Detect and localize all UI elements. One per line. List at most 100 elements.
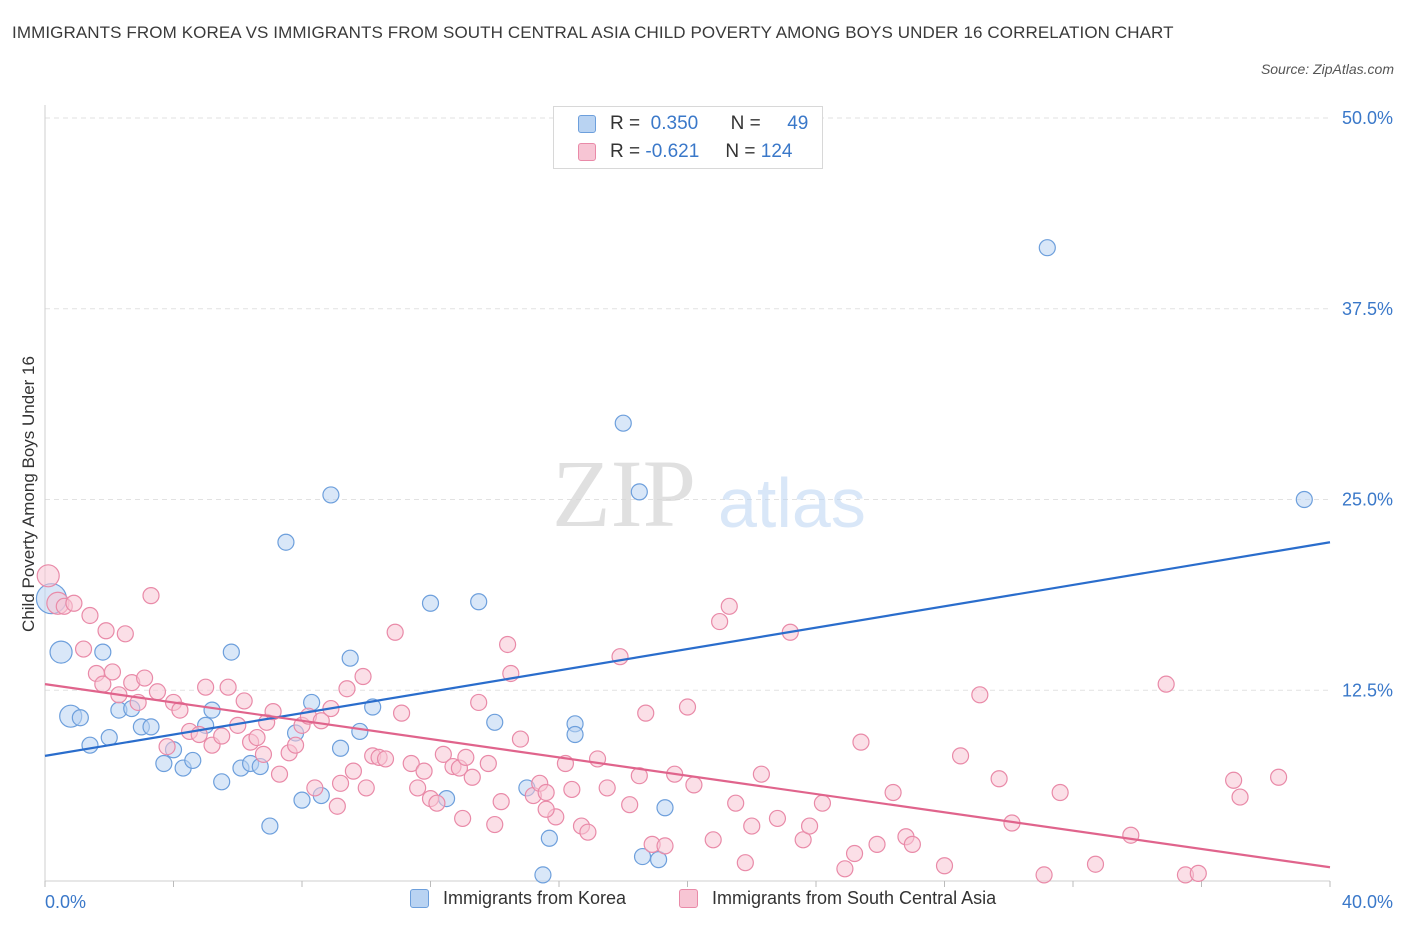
grid-lines [45, 117, 1330, 691]
korea-point [81, 736, 99, 754]
south-central-asia-point [598, 779, 616, 797]
south-central-asia-point [492, 793, 510, 811]
korea-point [633, 847, 652, 866]
korea-point [649, 851, 668, 869]
south-central-asia-point [720, 597, 738, 615]
legend-r-value: -0.621 [645, 141, 700, 162]
axes [44, 105, 1331, 887]
south-central-asia-point [845, 844, 864, 863]
south-central-asia-point [1051, 783, 1069, 802]
south-central-asia-point [97, 622, 115, 640]
south-central-asia-point [685, 776, 703, 794]
south-central-asia-point [148, 683, 167, 701]
south-central-asia-point [428, 794, 446, 812]
korea-point [614, 414, 632, 432]
korea-point [49, 640, 73, 664]
south-central-asia-point [344, 762, 362, 780]
south-central-asia-point [1269, 768, 1288, 786]
south-central-asia-point [415, 762, 433, 780]
south-central-asia-point [142, 587, 160, 605]
y-tick-label: 50.0% [1342, 108, 1393, 128]
legend-label-korea: Immigrants from Korea [443, 888, 627, 908]
data-points [35, 239, 1313, 884]
south-central-asia-point [884, 783, 902, 802]
korea-point [351, 722, 369, 741]
x-tick-label: 0.0% [45, 892, 86, 912]
south-central-asia-point [579, 823, 597, 841]
south-central-asia-point [800, 817, 819, 835]
south-central-asia-point [1231, 788, 1249, 806]
south-central-asia-point [935, 857, 954, 875]
south-central-asia-point [386, 623, 404, 641]
south-central-asia-point [852, 733, 870, 751]
chart-title: IMMIGRANTS FROM KOREA VS IMMIGRANTS FROM… [12, 23, 1174, 42]
korea-point [656, 799, 674, 817]
watermark-zip: ZIP [552, 440, 696, 547]
korea-point [566, 725, 584, 744]
south-central-asia-point [65, 594, 83, 612]
south-central-asia-point [743, 817, 761, 835]
south-central-asia-point [357, 779, 375, 797]
korea-point [261, 817, 279, 835]
legend-n-label: N = [725, 141, 756, 162]
y-axis-label: Child Poverty Among Boys Under 16 [19, 356, 38, 632]
south-central-asia-point [457, 748, 475, 766]
south-central-asia-point [331, 774, 350, 792]
legend-n-value: 49 [787, 113, 809, 134]
legend-row-south-central-asia: R = -0.621 N = 124 [578, 139, 792, 165]
korea-point [213, 773, 231, 791]
south-central-asia-point [768, 809, 787, 828]
korea-point [94, 643, 112, 661]
south-central-asia-point [270, 765, 289, 783]
korea-point [470, 593, 488, 611]
south-central-asia-point [1122, 826, 1140, 844]
korea-point [142, 718, 160, 736]
legend-n-value: 124 [760, 141, 793, 162]
south-central-asia-point [951, 747, 970, 765]
south-central-asia-point [621, 796, 639, 814]
south-central-asia-point [116, 625, 134, 643]
south-central-asia-point [81, 606, 99, 625]
south-central-asia-point [486, 815, 504, 834]
south-central-asia-point [794, 831, 812, 849]
south-central-asia-point [328, 797, 346, 815]
south-central-asia-point [409, 779, 427, 797]
korea-point [184, 751, 202, 770]
korea-point [331, 739, 350, 757]
legend-swatch-pink [679, 889, 698, 908]
y-tick-label: 37.5% [1342, 299, 1393, 319]
legend-item-korea[interactable]: Immigrants from Korea [410, 888, 626, 909]
south-central-asia-point [354, 667, 372, 686]
south-central-asia-point [338, 680, 356, 698]
legend-r-label: R = [610, 113, 641, 134]
south-central-asia-point [637, 704, 655, 722]
south-central-asia-point [463, 768, 481, 786]
korea-point [341, 649, 359, 667]
korea-point [71, 709, 89, 727]
south-central-asia-point [1035, 866, 1053, 884]
south-central-asia-point [499, 635, 517, 654]
south-central-asia-point [74, 640, 93, 658]
legend-r-value: 0.350 [650, 113, 699, 134]
legend-swatch-pink [578, 143, 596, 161]
south-central-asia-point [630, 767, 648, 785]
korea-point [1295, 490, 1313, 509]
legend-item-south-central-asia[interactable]: Immigrants from South Central Asia [679, 888, 996, 909]
south-central-asia-point [254, 745, 273, 763]
south-central-asia-point [171, 701, 189, 719]
legend-row-korea: R = 0.350 N = 49 [578, 111, 808, 137]
south-central-asia-point [813, 794, 832, 812]
south-central-asia-point [537, 800, 555, 818]
south-central-asia-point [392, 704, 411, 722]
legend-swatch-blue [578, 115, 596, 133]
source-label: Source: ZipAtlas.com [1260, 61, 1394, 77]
south-central-asia-point [213, 727, 231, 745]
south-central-asia-point [158, 738, 176, 756]
y-tick-label: 12.5% [1342, 680, 1393, 700]
south-central-asia-point [197, 678, 215, 696]
legend-swatch-blue [410, 889, 429, 908]
south-central-asia-point [470, 693, 488, 712]
south-central-asia-point [678, 698, 697, 716]
south-central-asia-point [971, 686, 989, 704]
